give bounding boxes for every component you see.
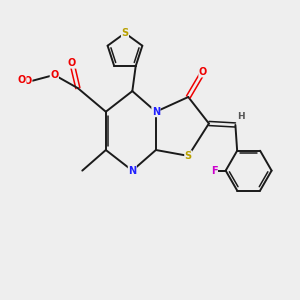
Text: O: O — [199, 67, 207, 77]
Text: O: O — [24, 76, 32, 86]
Text: S: S — [122, 28, 128, 38]
Text: N: N — [128, 166, 136, 176]
Text: N: N — [152, 107, 160, 117]
Text: F: F — [211, 166, 217, 176]
Text: O: O — [50, 70, 58, 80]
Text: O: O — [68, 58, 76, 68]
Text: S: S — [185, 151, 192, 161]
Text: H: H — [238, 112, 245, 121]
Text: O: O — [18, 75, 26, 85]
